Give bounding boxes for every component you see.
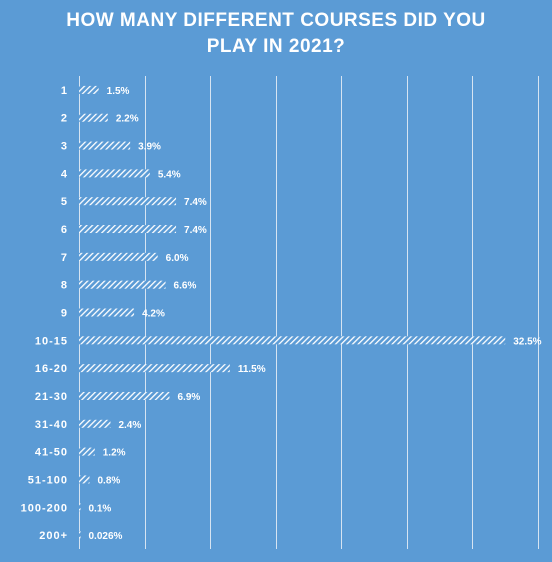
category-label-100-200: 100-200 xyxy=(21,502,68,514)
bar-21-30 xyxy=(79,391,170,400)
bar-3 xyxy=(79,141,131,150)
category-label-21-30: 21-30 xyxy=(35,391,68,403)
bar-51-100 xyxy=(79,475,90,484)
bars xyxy=(79,85,506,540)
data-label-5: 7.4% xyxy=(184,197,207,208)
bar-1 xyxy=(79,85,99,94)
bar-7 xyxy=(79,252,158,261)
grid-lines xyxy=(79,76,539,549)
category-label-9: 9 xyxy=(61,308,68,320)
bar-31-40 xyxy=(79,419,111,428)
category-label-7: 7 xyxy=(61,252,68,264)
data-label-200+: 0.026% xyxy=(89,531,123,542)
bar-5 xyxy=(79,197,177,206)
bar-200+ xyxy=(79,531,81,540)
category-label-2: 2 xyxy=(61,113,68,125)
category-label-5: 5 xyxy=(61,196,68,208)
bar-6 xyxy=(79,225,177,234)
category-label-41-50: 41-50 xyxy=(35,447,68,459)
data-label-31-40: 2.4% xyxy=(118,420,141,431)
category-label-6: 6 xyxy=(61,224,68,236)
chart-title: HOW MANY DIFFERENT COURSES DID YOU PLAY … xyxy=(0,8,552,60)
data-label-1: 1.5% xyxy=(107,86,130,97)
category-label-31-40: 31-40 xyxy=(35,419,68,431)
data-label-8: 6.6% xyxy=(174,281,197,292)
data-label-9: 4.2% xyxy=(142,309,165,320)
data-label-2: 2.2% xyxy=(116,114,139,125)
category-label-3: 3 xyxy=(61,141,68,153)
data-label-21-30: 6.9% xyxy=(177,392,200,403)
category-label-1: 1 xyxy=(61,85,68,97)
category-label-8: 8 xyxy=(61,280,68,292)
data-label-7: 6.0% xyxy=(166,253,189,264)
category-label-16-20: 16-20 xyxy=(35,363,68,375)
category-label-10-15: 10-15 xyxy=(35,335,68,347)
data-label-6: 7.4% xyxy=(184,225,207,236)
bar-16-20 xyxy=(79,364,230,373)
bar-10-15 xyxy=(79,336,506,345)
data-label-41-50: 1.2% xyxy=(103,448,126,459)
labels: 1 1.5%2 2.2%3 3.9%4 5.4%5 7.4%6 7.4%7 6.0%8 6.6%… xyxy=(21,85,542,542)
category-label-51-100: 51-100 xyxy=(28,474,68,486)
data-label-4: 5.4% xyxy=(158,169,181,180)
bar-2 xyxy=(79,113,108,122)
category-label-200+: 200+ xyxy=(39,530,68,542)
chart-title-line-1: HOW MANY DIFFERENT COURSES DID YOU xyxy=(66,10,486,31)
data-label-10-15: 32.5% xyxy=(513,336,541,347)
bar-9 xyxy=(79,308,135,317)
chart-title-line-2: PLAY IN 2021? xyxy=(206,36,346,57)
bar-41-50 xyxy=(79,447,95,456)
data-label-51-100: 0.8% xyxy=(97,475,120,486)
data-label-3: 3.9% xyxy=(138,142,161,153)
data-label-100-200: 0.1% xyxy=(89,503,112,514)
bar-4 xyxy=(79,169,150,178)
bar-100-200 xyxy=(79,503,81,512)
data-label-16-20: 11.5% xyxy=(238,364,266,375)
category-label-4: 4 xyxy=(61,168,68,180)
bar-8 xyxy=(79,280,166,289)
